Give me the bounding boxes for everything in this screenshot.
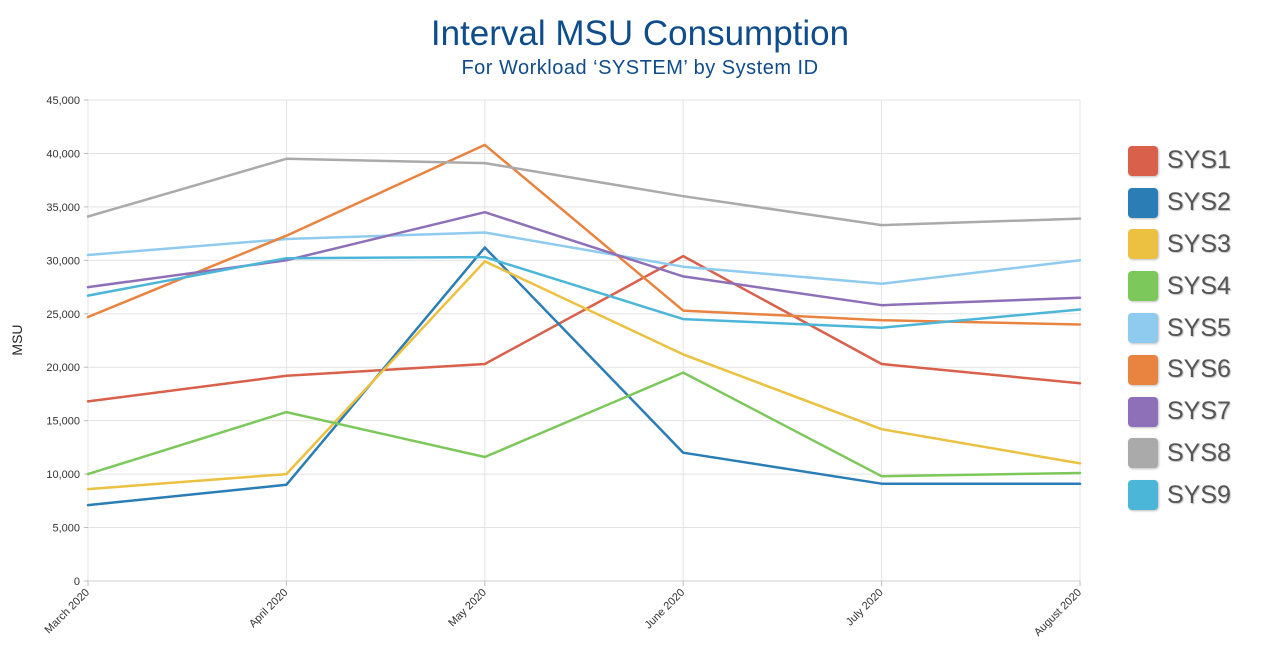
series-line-sys1[interactable] <box>86 254 1082 403</box>
legend-swatch <box>1128 313 1158 344</box>
series-layer <box>86 143 1082 507</box>
y-axis-title: MSU <box>9 324 25 355</box>
y-tick-label: 10,000 <box>46 469 80 481</box>
legend-swatch <box>1128 229 1158 260</box>
legend-item-sys2[interactable]: SYS2 <box>1128 182 1268 224</box>
legend-swatch <box>1128 396 1158 427</box>
series-line-sys6[interactable] <box>86 143 1082 326</box>
y-tick-label: 30,000 <box>46 255 80 267</box>
y-tick-label: 45,000 <box>46 95 80 107</box>
legend-item-sys1[interactable]: SYS1 <box>1128 140 1268 182</box>
legend-label: SYS9 <box>1167 480 1231 509</box>
series-line-sys3[interactable] <box>86 260 1082 491</box>
x-tick-label: May 2020 <box>446 587 489 630</box>
legend-swatch <box>1128 438 1158 469</box>
legend-label: SYS2 <box>1167 188 1231 217</box>
legend-swatch <box>1128 271 1158 302</box>
y-tick-label: 25,000 <box>46 309 80 321</box>
legend-label: SYS7 <box>1167 397 1231 426</box>
x-tick-label: July 2020 <box>844 587 886 629</box>
legend-label: SYS8 <box>1167 438 1231 467</box>
y-tick-label: 35,000 <box>46 202 80 214</box>
legend-item-sys7[interactable]: SYS7 <box>1128 391 1268 433</box>
legend-swatch <box>1128 354 1158 385</box>
y-tick-label: 40,000 <box>46 148 80 160</box>
legend-swatch <box>1128 145 1158 176</box>
legend: SYS1 SYS2 SYS3 SYS4 SYS5 SYS6 SYS7 SYS8 SYS9 <box>1128 140 1268 516</box>
x-tick-label: June 2020 <box>642 587 687 632</box>
series-line-sys9[interactable] <box>86 255 1082 329</box>
x-tick-label: April 2020 <box>247 587 291 631</box>
legend-label: SYS1 <box>1167 146 1231 175</box>
legend-item-sys4[interactable]: SYS4 <box>1128 265 1268 307</box>
x-tick-label: August 2020 <box>1032 587 1084 639</box>
series-line-sys8[interactable] <box>86 157 1082 227</box>
legend-label: SYS4 <box>1167 271 1231 300</box>
legend-swatch <box>1128 480 1158 511</box>
y-tick-label: 0 <box>74 576 80 588</box>
series-line-sys2[interactable] <box>86 246 1082 507</box>
legend-item-sys8[interactable]: SYS8 <box>1128 433 1268 475</box>
legend-label: SYS6 <box>1167 355 1231 384</box>
y-tick-label: 5,000 <box>52 523 80 535</box>
chart-title: Interval MSU Consumption <box>430 14 850 53</box>
legend-label: SYS5 <box>1167 313 1231 342</box>
legend-item-sys3[interactable]: SYS3 <box>1128 224 1268 266</box>
y-tick-label: 20,000 <box>46 362 80 374</box>
series-line-sys4[interactable] <box>86 371 1082 478</box>
series-line-sys5[interactable] <box>86 231 1082 286</box>
x-tick-label: March 2020 <box>43 587 93 637</box>
legend-label: SYS3 <box>1167 229 1231 258</box>
legend-swatch <box>1128 187 1158 218</box>
chart-subtitle: For Workload ‘SYSTEM’ by System ID <box>461 57 819 79</box>
legend-item-sys5[interactable]: SYS5 <box>1128 307 1268 349</box>
legend-item-sys9[interactable]: SYS9 <box>1128 474 1268 516</box>
legend-item-sys6[interactable]: SYS6 <box>1128 349 1268 391</box>
y-tick-label: 15,000 <box>46 416 80 428</box>
